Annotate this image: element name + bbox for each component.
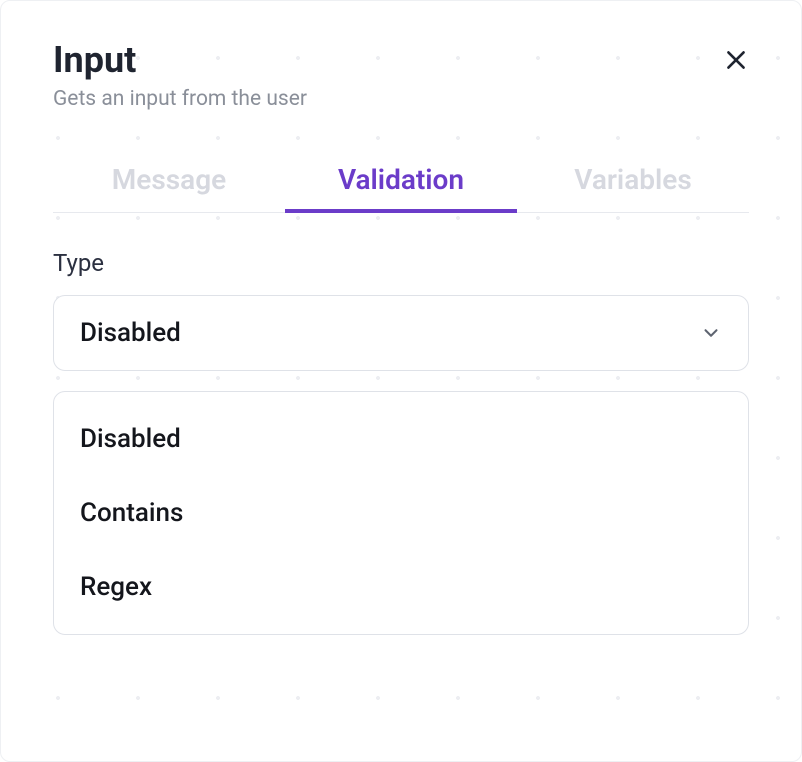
tabs-bar: Message Validation Variables [53, 151, 749, 213]
tab-validation[interactable]: Validation [285, 151, 517, 212]
dropdown-option-disabled[interactable]: Disabled [54, 402, 748, 476]
close-icon [723, 47, 749, 73]
type-dropdown-list: Disabled Contains Regex [53, 391, 749, 635]
tab-variables[interactable]: Variables [517, 151, 749, 212]
chevron-down-icon [700, 322, 722, 344]
dropdown-option-regex[interactable]: Regex [54, 550, 748, 624]
panel-header: Input Gets an input from the user [53, 41, 749, 111]
type-select[interactable]: Disabled [53, 295, 749, 371]
header-text-block: Input Gets an input from the user [53, 41, 307, 111]
dropdown-option-contains[interactable]: Contains [54, 476, 748, 550]
close-button[interactable] [723, 47, 749, 73]
input-config-panel: Input Gets an input from the user Messag… [0, 0, 802, 762]
type-select-value: Disabled [80, 318, 181, 348]
tab-message[interactable]: Message [53, 151, 285, 212]
type-field-label: Type [53, 249, 749, 277]
panel-subtitle: Gets an input from the user [53, 87, 307, 111]
panel-title: Input [53, 41, 307, 81]
